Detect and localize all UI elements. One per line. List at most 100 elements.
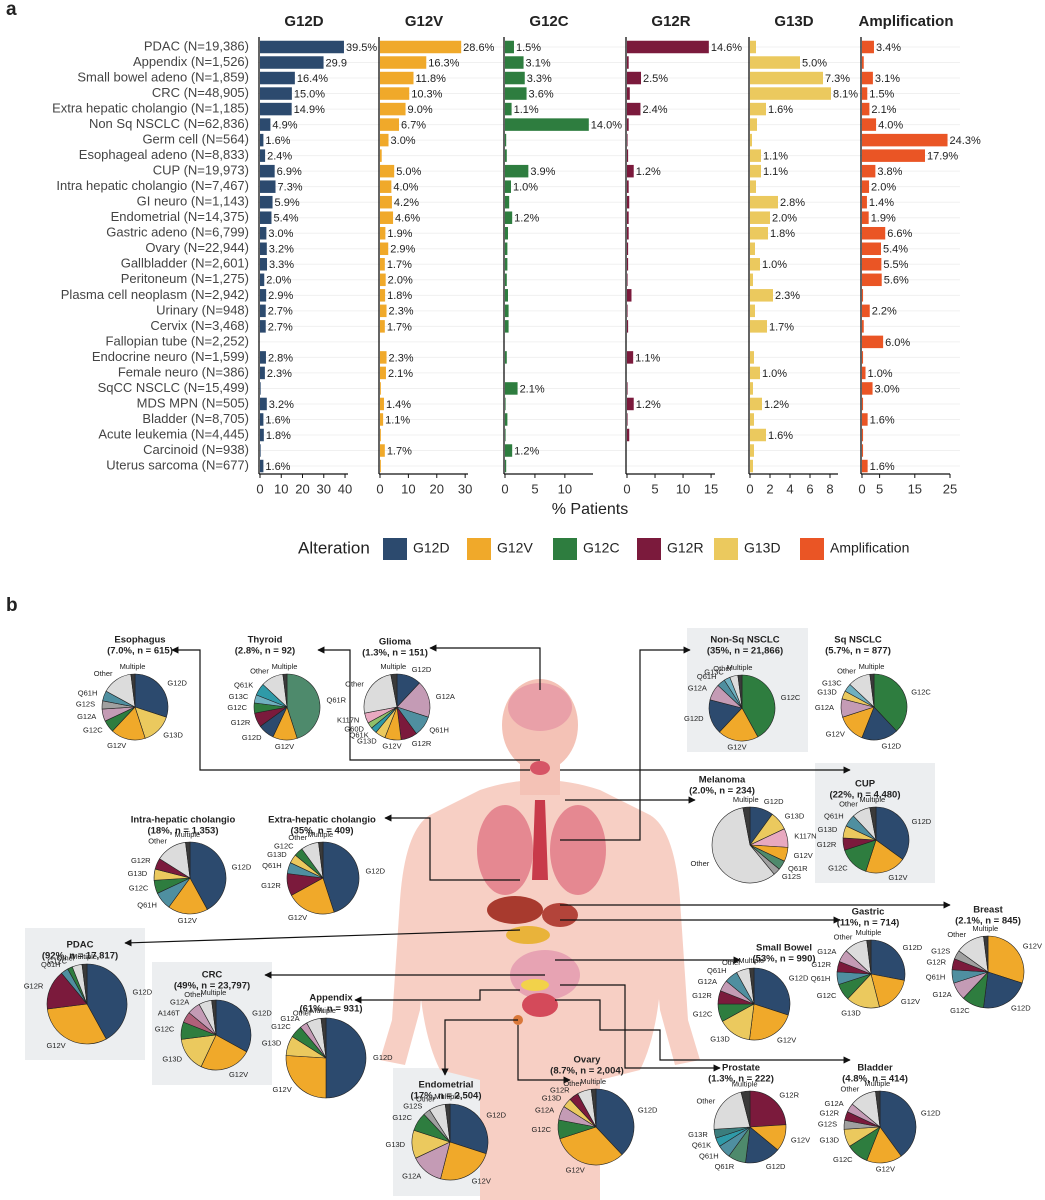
pie-title: CUP (855, 779, 876, 790)
bar (505, 40, 514, 54)
value-label: 1.8% (770, 228, 795, 240)
pie-slice (870, 939, 906, 981)
value-label: 5.5% (883, 259, 908, 271)
pie-slice (444, 1103, 451, 1143)
bar (505, 118, 589, 131)
slice-label: G12A (817, 947, 836, 956)
x-tick-label: 0 (623, 481, 630, 496)
bar (505, 226, 508, 240)
connector-arrows (124, 644, 951, 1084)
bar (380, 366, 386, 380)
pie-title: Breast (973, 905, 1003, 916)
pie-slice (81, 963, 88, 1005)
slice-label: G12R (779, 1091, 799, 1100)
value-label: 6.6% (887, 228, 912, 240)
bar (505, 320, 509, 333)
bar (750, 87, 831, 100)
slice-label: Q61H (78, 688, 98, 697)
bar (627, 102, 641, 116)
value-label: 3.8% (877, 166, 902, 178)
slice-label: G12C (693, 1010, 713, 1019)
slice-label: G12V (107, 741, 126, 750)
bar (627, 428, 630, 442)
bar (862, 195, 867, 209)
bar (380, 133, 389, 147)
pie-subtitle: (4.8%, n = 414) (842, 1074, 908, 1085)
bar (505, 444, 513, 457)
pie-title: Thyroid (248, 635, 283, 646)
slice-label: G12C (129, 884, 149, 893)
value-label: 1.2% (636, 166, 661, 178)
slice-label: G12S (76, 699, 95, 708)
slice-label: Q61H (707, 966, 727, 975)
bar (750, 149, 761, 162)
slice-label: G12S (782, 872, 801, 881)
bar (505, 211, 513, 224)
slice-label: G12R (926, 958, 946, 967)
bar (505, 413, 508, 426)
slice-label: Other (837, 666, 856, 675)
slice-label: G12D (167, 678, 187, 687)
slice-label: G12R (24, 982, 44, 991)
x-tick-label: 20 (295, 481, 309, 496)
pie-slice (879, 1090, 917, 1157)
slice-label: G12D (789, 974, 809, 983)
slice-label: G12S (403, 1101, 422, 1110)
slice-label: G13D (128, 869, 148, 878)
x-tick-label: 0 (256, 481, 263, 496)
category-label: Endocrine neuro (N=1,599) (92, 349, 249, 364)
bar (380, 258, 385, 271)
slice-label: G12R (820, 1109, 840, 1118)
value-label: 1.0% (868, 368, 893, 380)
bar (260, 149, 266, 162)
bar (505, 195, 510, 209)
legend-label: G12C (583, 540, 620, 556)
bar (505, 304, 509, 318)
slice-label: Q61H (926, 972, 946, 981)
value-label: 2.1% (871, 104, 896, 116)
slice-label: G12C (83, 725, 103, 734)
slice-label: G12D (133, 987, 153, 996)
category-label: CUP (N=19,973) (153, 163, 249, 178)
slice-label: Q61H (697, 672, 717, 681)
bar (862, 289, 864, 302)
slice-label: G12D (921, 1109, 941, 1118)
slice-label: G12C (274, 842, 294, 851)
bar (380, 382, 381, 395)
pie-subtitle: (8.7%, n = 2,004) (550, 1066, 624, 1077)
slice-label: G12C (47, 956, 67, 965)
x-tick-label: 5 (531, 481, 538, 496)
slice-label: G12A (535, 1105, 554, 1114)
x-tick-label: 0 (501, 481, 508, 496)
slice-label: Multiple (727, 663, 753, 672)
bar (862, 226, 886, 240)
bar (380, 180, 392, 193)
slice-label: G12C (155, 1025, 175, 1034)
bar (260, 428, 264, 442)
bar (260, 459, 264, 473)
slice-label: G12D (232, 862, 252, 871)
x-tick-label: 30 (458, 481, 472, 496)
slice-label: G12R (550, 1086, 570, 1095)
bar (260, 40, 344, 54)
bar (627, 226, 629, 240)
pie-slice (753, 967, 791, 1016)
category-label: CRC (N=48,905) (152, 85, 249, 100)
value-label: 1.6% (265, 135, 290, 147)
value-label: 7.3% (278, 182, 303, 194)
value-label: 15.0% (294, 88, 325, 100)
bar (260, 118, 271, 131)
slice-label: Multiple (200, 988, 226, 997)
value-label: 5.4% (273, 213, 298, 225)
value-label: 1.5% (516, 42, 541, 54)
bar (505, 133, 507, 147)
bar (505, 273, 507, 287)
slice-label: Q61K (350, 730, 369, 739)
value-label: 7.3% (825, 73, 850, 85)
x-tick-label: 20 (430, 481, 444, 496)
slice-label: G12D (766, 1162, 786, 1171)
pie-subtitle: (11%, n = 714) (837, 918, 900, 929)
value-label: 3.0% (268, 228, 293, 240)
legend-swatch (800, 538, 824, 560)
pie-slice (749, 1090, 787, 1128)
